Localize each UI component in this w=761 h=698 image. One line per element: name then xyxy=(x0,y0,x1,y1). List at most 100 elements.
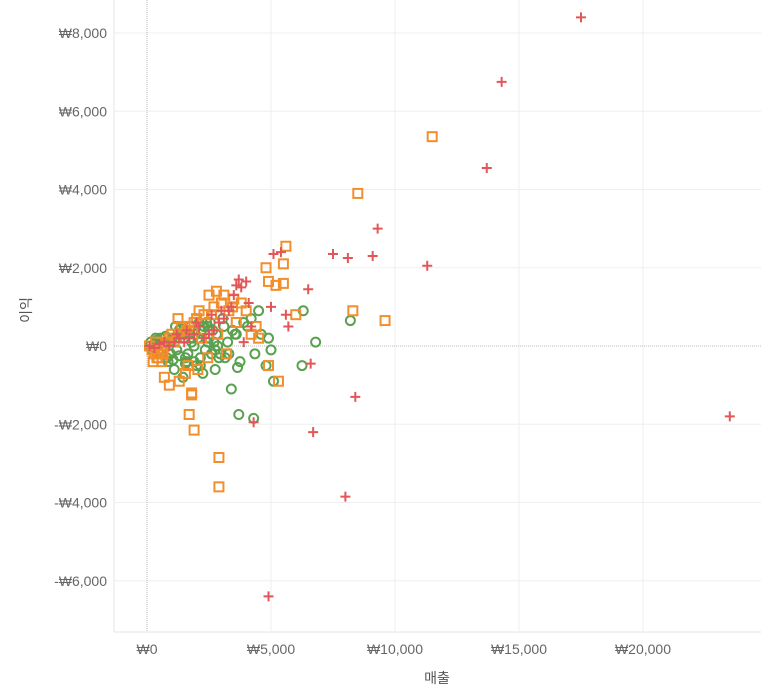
data-point xyxy=(209,344,221,356)
data-point xyxy=(277,277,289,289)
data-point xyxy=(144,341,155,351)
data-point xyxy=(206,309,217,320)
x-tick-label: ₩10,000 xyxy=(367,641,423,657)
y-axis-ticks: -₩6,000 -₩4,000 -₩2,000 ₩0 ₩2,000 ₩4,000 ₩6,00… xyxy=(54,25,107,589)
data-point xyxy=(236,282,247,293)
data-point xyxy=(220,348,232,360)
data-point xyxy=(283,321,294,332)
data-point xyxy=(173,350,185,362)
data-point xyxy=(213,481,225,493)
data-point xyxy=(147,356,159,368)
y-tick-label: ₩0 xyxy=(86,338,107,354)
data-point xyxy=(203,289,215,301)
data-point xyxy=(280,309,291,320)
data-point xyxy=(192,363,204,375)
grid xyxy=(113,0,761,633)
data-point xyxy=(481,162,492,173)
data-point xyxy=(296,360,308,372)
data-points xyxy=(143,12,735,602)
data-point xyxy=(202,352,214,364)
data-point xyxy=(305,358,316,369)
y-tick-label: -₩2,000 xyxy=(54,416,107,432)
data-point xyxy=(209,363,221,375)
data-point xyxy=(226,301,237,312)
y-tick-label: ₩2,000 xyxy=(59,260,107,276)
data-point xyxy=(199,333,210,344)
y-tick-label: -₩6,000 xyxy=(54,573,107,589)
data-point xyxy=(280,240,292,252)
data-point xyxy=(241,276,252,287)
data-point xyxy=(277,258,289,270)
data-point xyxy=(230,317,242,329)
y-tick-label: -₩4,000 xyxy=(54,495,107,511)
data-point xyxy=(275,247,286,258)
data-point xyxy=(344,315,356,327)
data-point xyxy=(233,408,245,420)
data-point xyxy=(213,452,225,464)
x-tick-label: ₩5,000 xyxy=(247,641,295,657)
x-axis-ticks: ₩0 ₩5,000 ₩10,000 ₩15,000 ₩20,000 xyxy=(137,641,672,657)
data-point xyxy=(248,417,259,428)
data-point xyxy=(238,337,249,348)
data-point xyxy=(724,411,735,422)
data-point xyxy=(352,187,364,199)
data-point xyxy=(234,356,246,368)
data-point xyxy=(367,251,378,262)
data-point xyxy=(253,305,265,317)
data-point xyxy=(260,262,272,274)
data-point xyxy=(422,260,433,271)
data-point xyxy=(158,371,170,383)
data-point xyxy=(188,424,200,436)
data-point xyxy=(372,223,383,234)
data-point xyxy=(222,336,234,348)
data-point xyxy=(272,375,284,387)
y-tick-label: ₩4,000 xyxy=(59,182,107,198)
data-point xyxy=(171,329,182,340)
data-point xyxy=(233,274,244,285)
data-point xyxy=(213,317,224,328)
x-axis-title: 매출 xyxy=(424,670,450,686)
x-tick-label: ₩0 xyxy=(137,641,158,657)
data-point xyxy=(350,391,361,402)
data-point xyxy=(172,313,184,325)
data-point xyxy=(232,362,244,374)
data-point xyxy=(308,427,319,438)
data-point xyxy=(379,315,391,327)
zero-reference-lines xyxy=(114,0,761,632)
data-point xyxy=(266,301,276,312)
data-point xyxy=(149,342,160,353)
data-point xyxy=(183,408,195,420)
data-point xyxy=(186,387,198,399)
data-point xyxy=(303,284,314,295)
data-point xyxy=(263,360,275,372)
data-point xyxy=(173,375,185,387)
data-point xyxy=(347,305,359,317)
data-point xyxy=(231,280,242,291)
series-plus xyxy=(144,12,735,602)
data-point xyxy=(228,290,239,301)
data-point xyxy=(193,305,205,317)
data-point xyxy=(340,491,351,502)
data-point xyxy=(328,249,338,260)
x-tick-label: ₩15,000 xyxy=(491,641,547,657)
data-point xyxy=(496,76,507,87)
data-point xyxy=(243,297,254,308)
data-point xyxy=(191,317,202,328)
y-axis-title: 이익 xyxy=(18,297,34,323)
data-point xyxy=(263,591,274,602)
data-point xyxy=(179,367,191,379)
data-point xyxy=(260,360,272,372)
data-point xyxy=(265,344,277,356)
data-point xyxy=(426,131,438,143)
data-point xyxy=(342,252,353,263)
data-point xyxy=(310,336,322,348)
data-point xyxy=(268,249,279,260)
y-tick-label: ₩6,000 xyxy=(59,103,107,119)
x-tick-label: ₩20,000 xyxy=(615,641,671,657)
y-tick-label: ₩8,000 xyxy=(59,25,107,41)
data-point xyxy=(159,337,170,348)
data-point xyxy=(208,301,220,313)
data-point xyxy=(263,275,275,287)
data-point xyxy=(216,305,227,316)
